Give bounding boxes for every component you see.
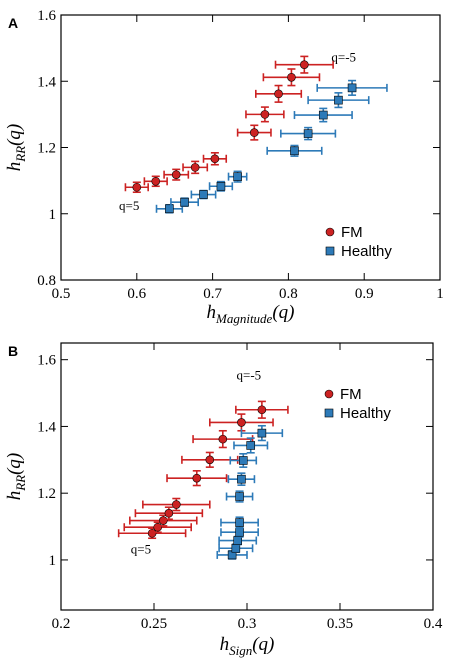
series-healthy: [155, 79, 388, 214]
legend-marker: [324, 408, 334, 418]
data-point: [257, 405, 267, 415]
x-tick-label: 0.6: [127, 286, 146, 302]
panel-letter: B: [8, 343, 18, 359]
series-healthy: [216, 424, 284, 560]
data-point: [231, 543, 241, 553]
annotation: q=-5: [331, 49, 356, 64]
legend-label: FM: [341, 224, 363, 241]
data-point: [180, 197, 189, 207]
x-axis-label: hSign(q): [220, 634, 275, 658]
data-point: [171, 170, 181, 179]
data-point: [205, 455, 215, 465]
y-tick-label: 1.6: [37, 8, 56, 24]
x-tick-label: 0.4: [424, 616, 443, 632]
y-axis-label: hRR(q): [4, 124, 28, 172]
y-tick-label: 1.6: [37, 353, 56, 369]
panel-letter: A: [8, 15, 18, 31]
data-point: [218, 434, 228, 444]
data-point: [235, 518, 244, 527]
chart-panel-a: A 0.5 0.6 0.7 0.8 0.9 1 0.8 1 1.2 1.4 1.6 hMagnitude…: [4, 8, 444, 326]
y-tick-label: 1.2: [37, 486, 56, 502]
series-fm: [124, 55, 334, 194]
y-axis-label: hRR(q): [4, 453, 28, 501]
y-tick-label: 1: [49, 207, 57, 223]
data-point: [164, 508, 174, 518]
x-axis-label: hMagnitude(q): [207, 302, 295, 326]
plot-frame: [60, 342, 434, 611]
data-point: [347, 83, 357, 93]
x-tick-label: 1: [436, 286, 444, 302]
x-tick-label: 0.8: [279, 286, 298, 302]
data-point: [132, 182, 142, 192]
chart-panel-b: B 0.2 0.25 0.3 0.35 0.4 1 1.2 1.4 1.6 hSign(q) hRR(…: [4, 342, 443, 658]
data-point: [249, 128, 259, 137]
error-bar: [229, 453, 258, 468]
y-tick-label: 1.2: [37, 141, 56, 157]
data-point: [216, 181, 226, 191]
x-tick-label: 0.5: [52, 286, 71, 302]
series-fm: [117, 400, 289, 540]
data-point: [192, 473, 202, 483]
legend-label: FM: [340, 386, 362, 403]
legend: FM Healthy: [325, 224, 392, 260]
data-point: [237, 474, 246, 484]
data-point: [199, 190, 208, 199]
data-point: [238, 456, 248, 465]
y-tick-label: 0.8: [37, 273, 56, 289]
data-point: [190, 163, 200, 172]
data-point: [246, 441, 256, 450]
data-point: [290, 146, 299, 156]
legend-marker: [324, 389, 334, 399]
y-tick-label: 1.4: [37, 74, 56, 90]
data-point: [274, 89, 283, 99]
error-bar: [316, 79, 388, 96]
data-point: [318, 110, 328, 120]
data-point: [159, 516, 168, 525]
data-point: [151, 176, 161, 186]
x-tick-label: 0.9: [355, 286, 374, 302]
legend-marker: [325, 246, 335, 256]
x-tick-label: 0.35: [327, 616, 353, 632]
plot-frame: [60, 14, 441, 281]
data-point: [233, 536, 242, 545]
data-point: [334, 95, 343, 105]
data-point: [233, 172, 242, 181]
legend: FM Healthy: [324, 386, 391, 422]
data-point: [237, 418, 246, 427]
data-point: [235, 492, 244, 501]
x-tick-label: 0.2: [52, 616, 71, 632]
x-tick-label: 0.25: [141, 616, 167, 632]
data-point: [303, 129, 313, 138]
annotation: q=5: [119, 198, 139, 213]
data-point: [287, 72, 296, 82]
data-point: [300, 60, 309, 69]
data-point: [165, 204, 174, 214]
annotation: q=5: [131, 541, 151, 556]
legend-label: Healthy: [341, 243, 392, 260]
legend-marker: [325, 227, 335, 237]
legend-label: Healthy: [340, 405, 391, 422]
data-point: [172, 500, 181, 509]
y-tick-label: 1.4: [37, 419, 56, 435]
y-tick-label: 1: [49, 553, 57, 569]
data-point: [257, 428, 267, 438]
annotation: q=-5: [237, 368, 262, 383]
data-point: [153, 522, 163, 532]
x-tick-label: 0.3: [238, 616, 257, 632]
data-point: [260, 110, 270, 119]
data-point: [210, 154, 220, 164]
data-point: [147, 528, 157, 538]
data-point: [235, 527, 244, 537]
x-tick-label: 0.7: [203, 286, 222, 302]
